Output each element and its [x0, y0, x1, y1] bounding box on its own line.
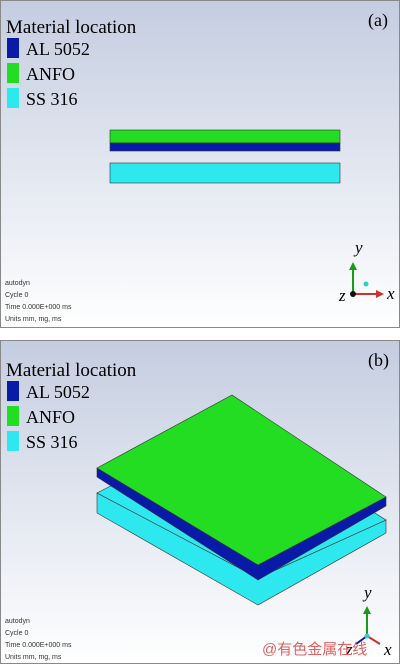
legend-label: AL 5052 [26, 39, 90, 59]
plates-3d [96, 394, 387, 606]
info-text: Time 0.000E+000 ms [5, 642, 72, 649]
legend-swatch [7, 431, 19, 451]
axis-triad: y z x [338, 238, 395, 305]
info-text: Units mm, mg, ms [5, 654, 62, 661]
legend-label: ANFO [26, 64, 75, 84]
legend-title: Material location [6, 360, 137, 381]
watermark: @有色金属在线 [262, 641, 367, 658]
info-text: autodyn [5, 280, 30, 287]
al-layer [109, 142, 341, 152]
panel-label: (a) [368, 10, 388, 31]
legend-label: SS 316 [26, 89, 78, 109]
axis-label: z [338, 286, 346, 305]
axis-label: y [353, 238, 363, 257]
panel-a: Material location AL 5052 ANFO SS 316 (a… [0, 0, 400, 328]
info-text: autodyn [5, 618, 30, 625]
info-text: Units mm, mg, ms [5, 316, 62, 323]
legend-swatch [7, 381, 19, 401]
axis-label: z [345, 640, 353, 659]
legend-label: AL 5052 [26, 382, 90, 402]
axis-triad: y z x [345, 583, 392, 659]
panel-label: (b) [368, 350, 389, 371]
panel-b: Material location AL 5052 ANFO SS 316 (b… [0, 340, 400, 664]
legend-label: SS 316 [26, 432, 78, 452]
axis-label: y [362, 583, 372, 602]
axis-label: x [386, 284, 395, 303]
info-text: Cycle 0 [5, 630, 28, 637]
legend-label: ANFO [26, 407, 75, 427]
legend-swatch [7, 38, 19, 58]
anfo-layer [109, 129, 341, 144]
info-text: Cycle 0 [5, 292, 28, 299]
legend-title: Material location [6, 17, 137, 38]
legend-swatch [7, 63, 19, 83]
ss-layer [109, 162, 341, 184]
axis-label: x [383, 640, 392, 659]
legend-swatch [7, 88, 19, 108]
info-text: Time 0.000E+000 ms [5, 304, 72, 311]
legend-swatch [7, 406, 19, 426]
